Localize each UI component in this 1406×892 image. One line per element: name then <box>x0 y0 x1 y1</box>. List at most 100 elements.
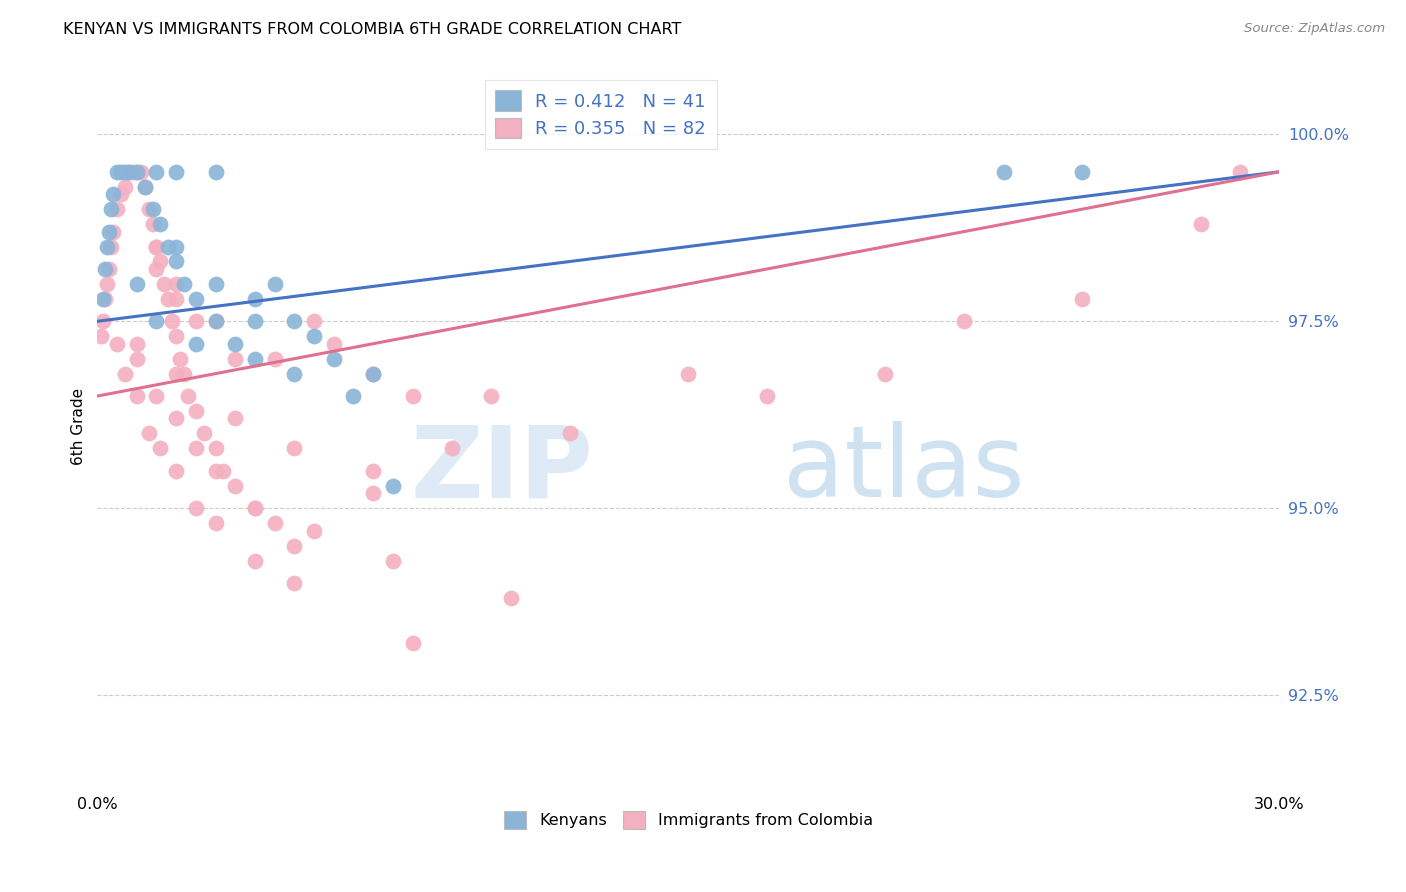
Point <box>134 179 156 194</box>
Text: atlas: atlas <box>783 421 1025 518</box>
Y-axis label: 6th Grade: 6th Grade <box>72 387 86 465</box>
Point <box>1071 165 1094 179</box>
Point <box>224 411 246 425</box>
Point <box>204 314 226 328</box>
Point <box>91 314 114 328</box>
Point <box>204 165 226 179</box>
Point <box>501 591 523 605</box>
Point <box>101 187 124 202</box>
Point <box>160 314 183 328</box>
Point <box>165 277 187 291</box>
Point <box>184 442 207 456</box>
Text: Source: ZipAtlas.com: Source: ZipAtlas.com <box>1244 22 1385 36</box>
Point <box>114 179 136 194</box>
Point <box>94 262 117 277</box>
Point <box>110 165 132 179</box>
Point <box>204 516 226 530</box>
Point <box>361 464 384 478</box>
Point <box>224 336 246 351</box>
Point <box>212 464 235 478</box>
Point <box>145 165 167 179</box>
Point <box>283 442 305 456</box>
Point <box>165 367 187 381</box>
Point <box>101 225 124 239</box>
Point <box>302 329 325 343</box>
Point <box>105 165 128 179</box>
Point <box>110 187 132 202</box>
Point <box>125 165 148 179</box>
Point <box>243 553 266 567</box>
Point <box>138 426 160 441</box>
Point <box>141 202 163 216</box>
Point <box>149 217 172 231</box>
Point <box>381 553 404 567</box>
Point <box>145 239 167 253</box>
Point <box>125 351 148 366</box>
Point <box>1189 217 1212 231</box>
Point <box>381 479 404 493</box>
Point <box>361 486 384 500</box>
Point <box>118 165 141 179</box>
Point <box>100 239 122 253</box>
Point <box>283 314 305 328</box>
Point <box>129 165 152 179</box>
Point <box>322 351 344 366</box>
Point <box>184 336 207 351</box>
Point <box>1071 292 1094 306</box>
Point <box>953 314 976 328</box>
Text: ZIP: ZIP <box>411 421 593 518</box>
Point <box>96 277 118 291</box>
Point <box>114 165 136 179</box>
Point <box>875 367 897 381</box>
Point <box>165 254 187 268</box>
Point <box>184 404 207 418</box>
Point <box>560 426 582 441</box>
Point <box>283 576 305 591</box>
Point <box>134 179 156 194</box>
Point <box>283 539 305 553</box>
Text: KENYAN VS IMMIGRANTS FROM COLOMBIA 6TH GRADE CORRELATION CHART: KENYAN VS IMMIGRANTS FROM COLOMBIA 6TH G… <box>63 22 682 37</box>
Point <box>263 516 285 530</box>
Point <box>90 329 112 343</box>
Point <box>165 165 187 179</box>
Point <box>91 292 114 306</box>
Point <box>440 442 463 456</box>
Point <box>184 292 207 306</box>
Point <box>149 442 172 456</box>
Point <box>302 524 325 538</box>
Point <box>118 165 141 179</box>
Point <box>94 292 117 306</box>
Point <box>243 501 266 516</box>
Point <box>401 636 423 650</box>
Point <box>145 262 167 277</box>
Point <box>224 479 246 493</box>
Point <box>204 314 226 328</box>
Point <box>173 277 195 291</box>
Point <box>243 501 266 516</box>
Point <box>125 277 148 291</box>
Point <box>756 389 779 403</box>
Point <box>165 292 187 306</box>
Point <box>149 254 172 268</box>
Point <box>145 314 167 328</box>
Legend: Kenyans, Immigrants from Colombia: Kenyans, Immigrants from Colombia <box>498 805 879 836</box>
Point <box>479 389 502 403</box>
Point <box>96 239 118 253</box>
Point <box>401 389 423 403</box>
Point <box>121 165 143 179</box>
Point <box>204 277 226 291</box>
Point <box>153 277 176 291</box>
Point <box>678 367 700 381</box>
Point <box>263 277 285 291</box>
Point <box>138 202 160 216</box>
Point <box>322 336 344 351</box>
Point <box>98 225 121 239</box>
Point <box>193 426 215 441</box>
Point <box>243 314 266 328</box>
Point <box>243 292 266 306</box>
Point <box>141 217 163 231</box>
Point <box>145 239 167 253</box>
Point <box>184 314 207 328</box>
Point <box>224 351 246 366</box>
Point <box>165 411 187 425</box>
